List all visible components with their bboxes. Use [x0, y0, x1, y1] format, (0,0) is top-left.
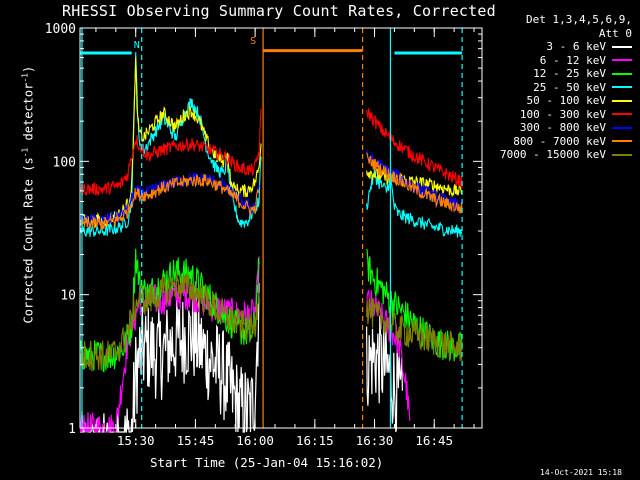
legend-entry: 25 - 50 keV	[486, 81, 636, 95]
legend-swatch	[612, 99, 632, 102]
legend-entry: 3 - 6 keV	[486, 40, 636, 54]
series-line-800-7000-kev-seg0	[79, 173, 260, 230]
legend-entry-label: 7000 - 15000 keV	[500, 148, 606, 161]
legend-entry-label: 12 - 25 keV	[533, 67, 606, 80]
legend-entry: 800 - 7000 keV	[486, 135, 636, 149]
legend-swatch	[612, 113, 632, 116]
legend-swatch	[612, 45, 632, 48]
legend-entry-label: 50 - 100 keV	[526, 94, 606, 107]
legend-header-line1: Det 1,3,4,5,6,9,	[526, 13, 632, 26]
x-tick-label-2: 16:00	[236, 433, 274, 448]
series-line-6-12-kev-seg0	[79, 256, 260, 434]
legend-entry: 100 - 300 keV	[486, 108, 636, 122]
legend: Det 1,3,4,5,6,9, Att 0 3 - 6 keV 6 - 12 k…	[486, 13, 636, 162]
legend-entry-label: 3 - 6 keV	[546, 40, 606, 53]
series-line-50-100-kev-seg0	[79, 57, 262, 228]
legend-entry: 7000 - 15000 keV	[486, 148, 636, 162]
y-tick-label-1: 10	[60, 289, 76, 304]
series-line-3-6-kev-seg0	[80, 282, 260, 433]
y-tick-label-3: 1000	[45, 22, 76, 37]
annotation-n: N	[134, 40, 140, 51]
legend-entry-label: 6 - 12 keV	[539, 53, 606, 67]
series-line-12-25-kev-seg1	[366, 248, 463, 362]
x-tick-label-1: 15:45	[177, 433, 215, 448]
legend-header-line2: Att 0	[598, 26, 632, 40]
legend-entry: 12 - 25 keV	[486, 67, 636, 81]
legend-swatch	[612, 86, 632, 89]
legend-entry-label: 800 - 7000 keV	[513, 134, 606, 148]
plot-frame	[79, 27, 483, 429]
legend-rows: 3 - 6 keV 6 - 12 keV 12 - 25 keV 25 - 50 ke…	[486, 40, 636, 162]
annotation-s: S	[250, 36, 256, 47]
series-line-800-7000-kev-seg1	[366, 152, 463, 214]
x-tick-label-5: 16:45	[415, 433, 453, 448]
y-axis-label: Corrected Count Rate (s-1 detector-1)	[20, 65, 36, 324]
series-line-300-800-kev-seg1	[366, 148, 463, 211]
legend-swatch	[612, 140, 632, 143]
series-line-7000-15000-kev-seg1	[366, 296, 463, 362]
series-line-100-300-kev-seg0	[79, 108, 262, 196]
y-tick-label-2: 100	[53, 155, 76, 170]
x-tick-label-4: 16:30	[356, 433, 394, 448]
legend-entry: 6 - 12 keV	[486, 54, 636, 68]
x-axis-label: Start Time (25-Jan-04 15:16:02)	[150, 455, 384, 470]
series-line-100-300-kev-seg1	[366, 108, 463, 188]
x-tick-label-0: 15:30	[117, 433, 155, 448]
x-tick-label-3: 16:15	[296, 433, 334, 448]
legend-swatch	[612, 153, 632, 156]
legend-entry-label: 300 - 800 keV	[519, 121, 606, 134]
series-line-25-50-kev-seg0	[79, 52, 262, 238]
footer-timestamp: 14-Oct-2021 15:18	[540, 468, 622, 477]
series-line-6-12-kev-seg1	[366, 289, 411, 422]
series-line-3-6-kev-seg1	[366, 315, 403, 433]
legend-entry-label: 25 - 50 keV	[533, 80, 606, 94]
chart-title: RHESSI Observing Summary Count Rates, Co…	[62, 2, 496, 20]
legend-entry: 50 - 100 keV	[486, 94, 636, 108]
series-line-50-100-kev-seg1	[366, 168, 463, 198]
series-line-12-25-kev-seg0	[79, 248, 260, 373]
legend-swatch	[612, 59, 632, 62]
legend-swatch	[612, 72, 632, 75]
series-line-300-800-kev-seg0	[79, 171, 260, 228]
series-line-25-50-kev-seg1	[366, 169, 463, 238]
y-tick-label-0: 1	[68, 422, 76, 437]
legend-entry-label: 100 - 300 keV	[519, 107, 606, 121]
legend-entry: 300 - 800 keV	[486, 121, 636, 135]
series-line-7000-15000-kev-seg0	[79, 271, 260, 372]
legend-swatch	[612, 126, 632, 129]
